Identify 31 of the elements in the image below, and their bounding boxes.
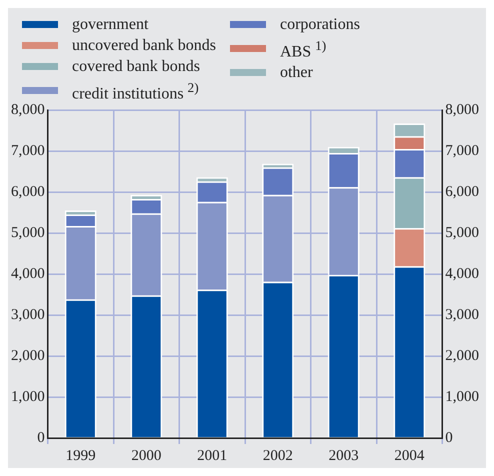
y-tick-label: 0 [37,430,45,446]
y2-tick-label: 2,000 [445,348,479,364]
y-tick-label: 7,000 [11,142,45,159]
x-tick-label: 2000 [131,448,162,464]
legend-label: covered bank bonds [72,57,200,77]
x-tick-label: 2003 [328,448,359,464]
y2-tick-label: 3,000 [445,306,479,323]
y2-tick-label: 1,000 [445,388,479,405]
y2-tick-label: 5,000 [445,224,479,241]
legend-label: credit institutions $^{2)}$ [72,79,199,104]
x-tick-label: 2004 [394,448,425,464]
x-tick-label: 2001 [197,448,228,464]
y2-tick-label: 0 [445,430,453,446]
y-tick-label: 6,000 [11,184,45,200]
y-tick-label: 4,000 [11,266,45,282]
legend-label: other [280,63,313,84]
y2-tick-label: 8,000 [445,102,479,118]
legend-label: ABS $^{1)}$ [280,37,326,62]
x-tick-label: 2002 [262,448,293,464]
y-tick-label: 2,000 [11,348,45,364]
x-tick-label: 1999 [66,448,96,464]
y-tick-label: 1,000 [11,388,45,405]
legend-label: government [72,15,148,35]
y2-tick-label: 6,000 [445,184,479,200]
y-tick-label: 5,000 [11,224,45,241]
y-tick-label: 3,000 [11,306,45,323]
y2-tick-label: 4,000 [445,266,479,282]
legend-label: corporations [280,15,360,35]
y2-tick-label: 7,000 [445,142,479,159]
legend-label: uncovered bank bonds [72,36,216,56]
y-tick-label: 8,000 [11,102,45,118]
